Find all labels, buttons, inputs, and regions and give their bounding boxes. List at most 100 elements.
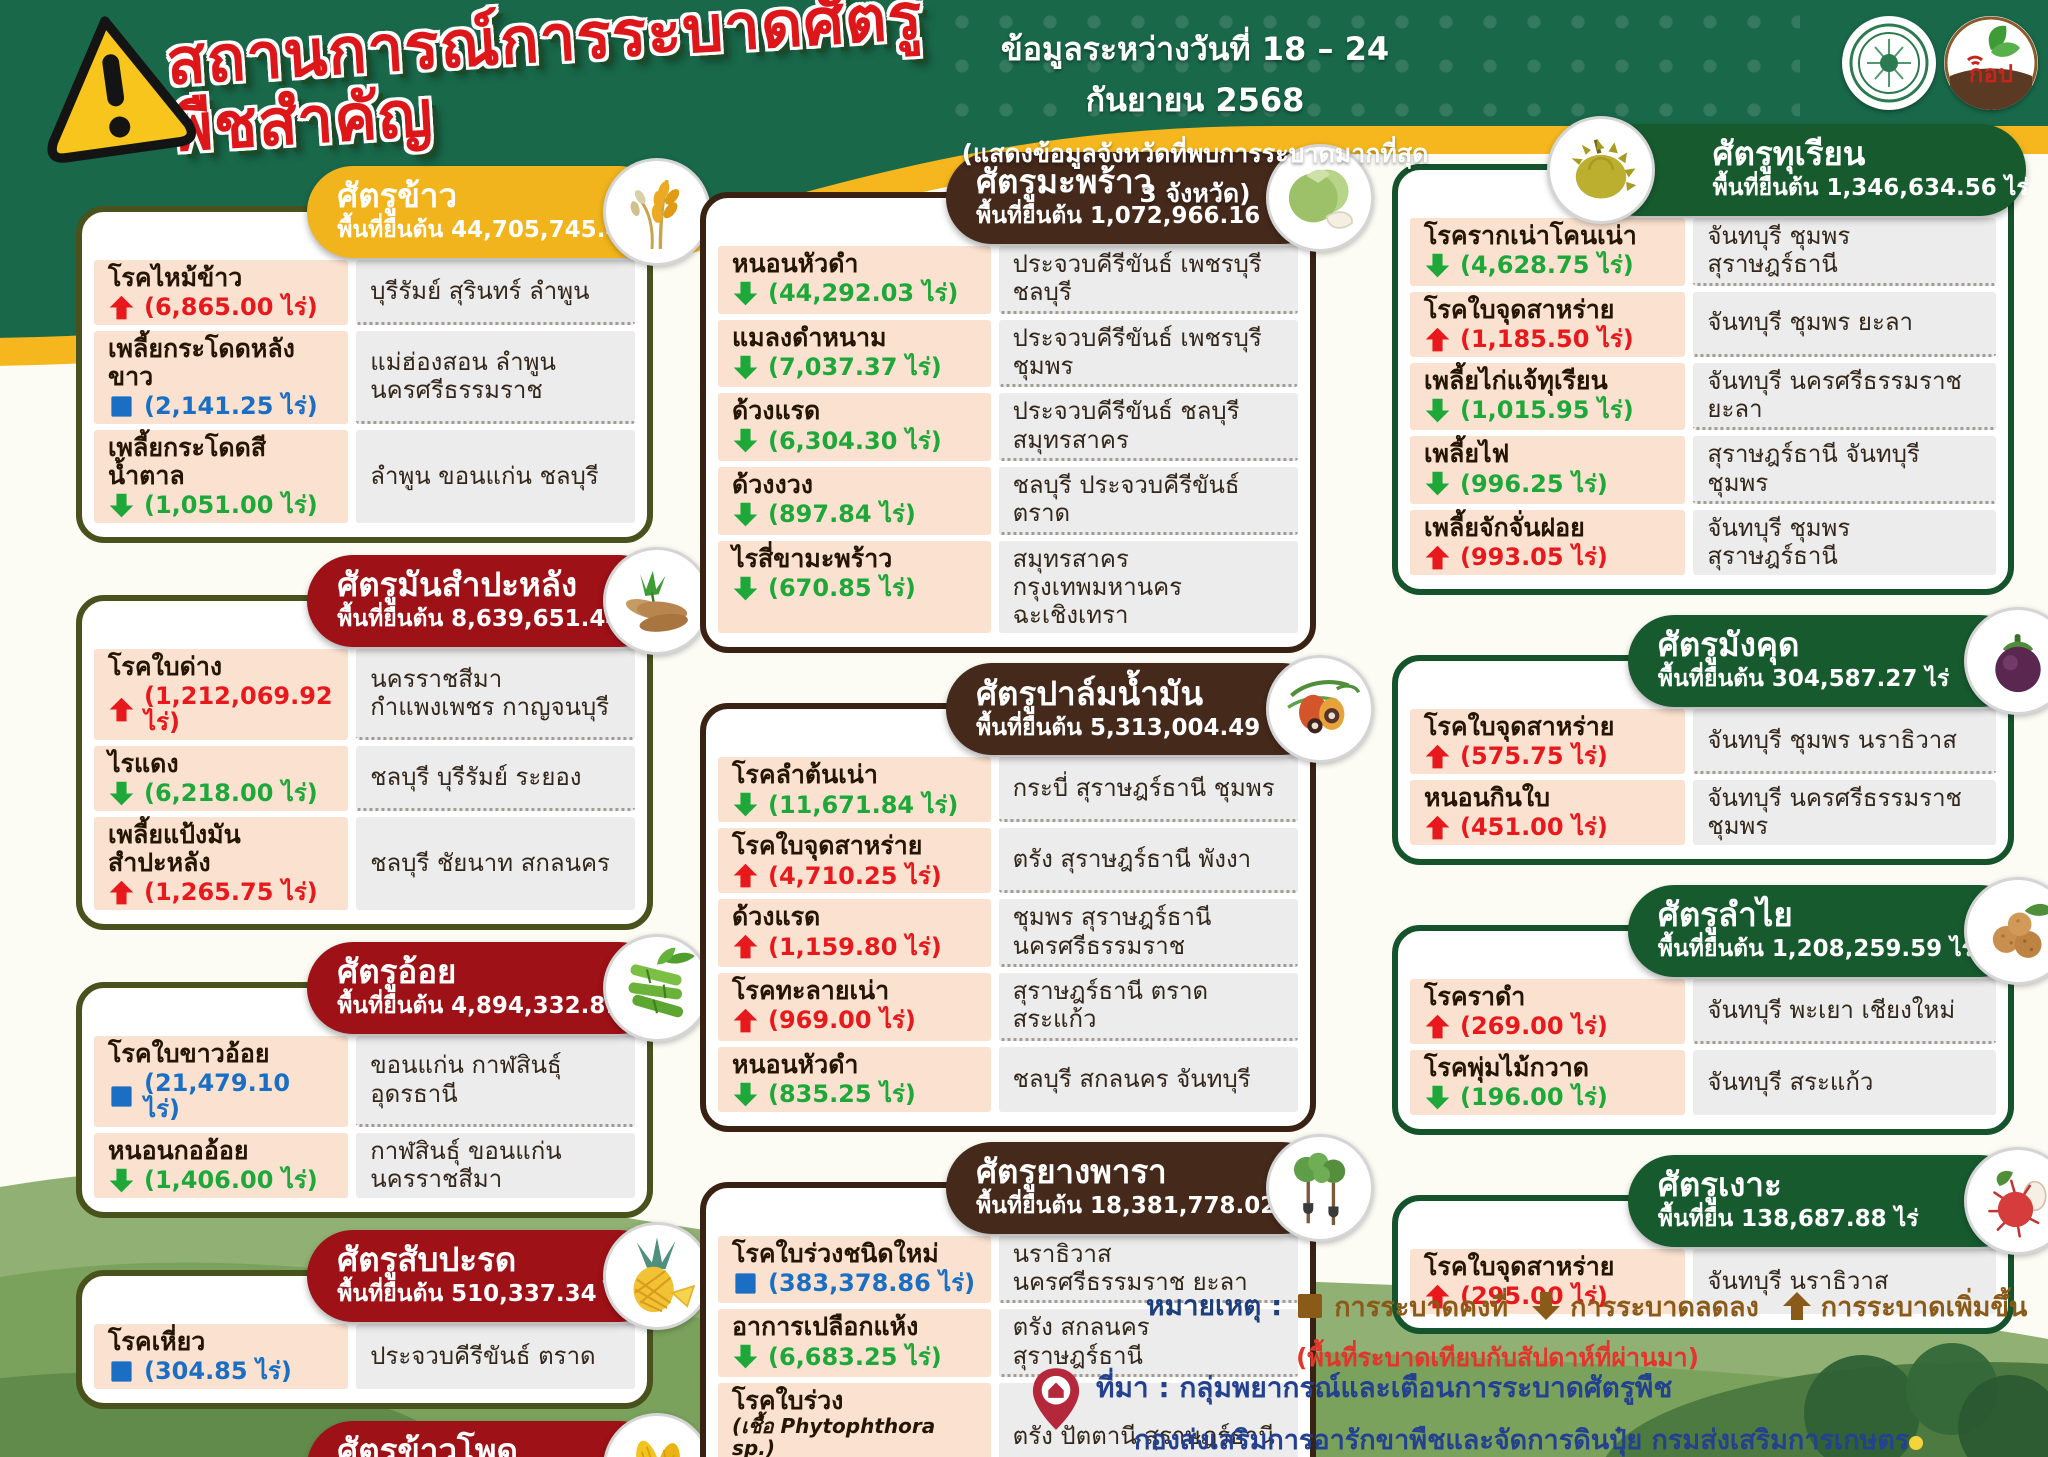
card-header-pill: ศัตรูเงาะ พื้นที่ยืน 138,687.88 ไร่	[1627, 1146, 2048, 1255]
legend: หมายเหตุ : การระบาดคงที่ การระบาดลดลง การร…	[1146, 1284, 2040, 1378]
pest-area-value: (304.85 ไร่)	[144, 1356, 292, 1385]
pest-name: เพลี้ยไก่แจ้ทุเรียน	[1424, 365, 1608, 395]
flat-square-icon	[108, 393, 135, 420]
pest-name: โรคพุ่มไม้กวาด	[1424, 1052, 1590, 1082]
left-column: ศัตรูข้าว พื้นที่ยืนต้น 44,705,745.43 ไร่…	[76, 158, 711, 1457]
legend-label: หมายเหตุ :	[1146, 1289, 1283, 1322]
down-arrow-icon	[732, 1081, 759, 1108]
pest-row: โรคเหี่ยว (304.85 ไร่) ประจวบคีรีขันธ์ ตรา…	[94, 1323, 635, 1389]
card-corn: ศัตรูข้าวโพดพื้นที่ยืนต้น 1,736,684.13 ไ…	[76, 1412, 711, 1457]
pest-amount: (11,671.84 ไร่)	[732, 791, 977, 818]
pest-name: โรคไหม้ข้าว	[108, 263, 243, 292]
province-list: สุราษฎร์ธานี ตราด สระแก้ว	[998, 973, 1298, 1041]
card-body: โรครากเน่าโคนเน่า (4,628.75 ไร่) จันทบุรี …	[1392, 164, 2014, 595]
pest-name: หนอนกออ้อย	[108, 1135, 249, 1165]
pest-name: โรคเหี่ยว	[108, 1326, 206, 1356]
province-list: ประจวบคีรีขันธ์ ชลบุรี สมุทรสาคร	[998, 393, 1298, 461]
sugarcane-icon	[603, 933, 711, 1042]
band-dot-pattern	[940, 0, 1800, 128]
pineapple-icon	[603, 1221, 711, 1330]
card-coconut: ศัตรูมะพร้าว พื้นที่ยืนต้น 1,072,966.16 ไ…	[700, 144, 1374, 654]
pest-amount: (295.00 ไร่)	[1424, 1283, 1671, 1310]
pest-name: โรคใบจุดสาหร่าย	[1424, 1251, 1615, 1281]
pest-subname: (เชื้อ Phytophthora sp.)	[732, 1413, 936, 1457]
pest-name-cell: เพลี้ยไก่แจ้ทุเรียน (1,015.95 ไร่)	[1410, 362, 1686, 431]
card-area-value: พื้นที่ยืนต้น 510,337.34 ไร่	[337, 1280, 629, 1307]
legend-note: (พื้นที่ระบาดเทียบกับสัปดาห์ที่ผ่านมา)	[1296, 1343, 1700, 1372]
pest-name: หนอนกินใบ	[1424, 782, 1550, 812]
pest-name-cell: โรคใบจุดสาหร่าย (4,710.25 ไร่)	[718, 828, 991, 894]
down-arrow-icon	[1424, 397, 1451, 424]
pest-amount: (1,212,069.92 ไร่)	[108, 683, 334, 736]
durian-icon	[1546, 116, 1655, 224]
pest-area-value: (1,015.95 ไร่)	[1460, 395, 1634, 424]
down-arrow-icon	[732, 575, 759, 602]
pest-amount: (4,710.25 ไร่)	[732, 862, 977, 889]
card-header-pill: ศัตรูข้าวโพดพื้นที่ยืนต้น 1,736,684.13 ไ…	[307, 1412, 711, 1457]
pest-name-cell: เพลี้ยกระโดดหลังขาว (2,141.25 ไร่)	[94, 331, 349, 424]
pest-amount: (1,406.00 ไร่)	[108, 1165, 334, 1194]
card-body: โรคใบด่าง (1,212,069.92 ไร่) นครราชสีมา กำ…	[76, 595, 653, 930]
pest-area-value: (7,037.37 ไร่)	[768, 352, 942, 381]
pest-name-cell: ไรแดง (6,218.00 ไร่)	[94, 745, 349, 811]
pest-name-cell: ด้วงแรด (6,304.30 ไร่)	[718, 393, 991, 461]
pest-area-value: (269.00 ไร่)	[1460, 1012, 1608, 1041]
pest-row: ด้วงแรด (1,159.80 ไร่) ชุมพร สุราษฎร์ธานี …	[718, 899, 1298, 968]
pest-name: โรคใบขาวอ้อย	[108, 1038, 270, 1068]
pest-amount: (835.25 ไร่)	[732, 1081, 977, 1108]
pest-amount: (269.00 ไร่)	[1424, 1013, 1671, 1040]
pest-amount: (6,865.00 ไร่)	[108, 294, 334, 321]
pest-amount: (196.00 ไร่)	[1424, 1084, 1671, 1111]
flat-square-icon	[108, 1358, 135, 1385]
card-title: ศัตรูยางพารา	[976, 1151, 1167, 1191]
pest-amount: (1,265.75 ไร่)	[108, 879, 334, 906]
pest-name: เพลี้ยไฟ	[1424, 439, 1510, 469]
legend-item: การระบาดลดลง	[1530, 1285, 1759, 1328]
pest-area-value: (670.85 ไร่)	[768, 573, 916, 602]
rice-icon	[603, 158, 711, 266]
pest-name-cell: โรคใบจุดสาหร่าย (1,185.50 ไร่)	[1410, 291, 1686, 357]
province-list: ชลบุรี ประจวบคีรีขันธ์ ตราด	[998, 466, 1298, 535]
pest-row: เพลี้ยไก่แจ้ทุเรียน (1,015.95 ไร่) จันทบุร…	[1410, 362, 1996, 431]
source-line-1: ที่มา : กลุ่มพยากรณ์และเตือนการระบาดศัตร…	[1096, 1371, 1673, 1404]
card-title: ศัตรูข้าวโพด	[337, 1430, 518, 1457]
location-pin-icon	[1032, 1368, 1080, 1430]
card-durian: ศัตรูทุเรียน พื้นที่ยืนต้น 1,346,634.56 ไ…	[1392, 116, 2029, 595]
pest-area-value: (1,265.75 ไร่)	[144, 878, 318, 907]
rambutan-icon	[1964, 1146, 2048, 1255]
card-header-pill: ศัตรูอ้อย พื้นที่ยืนต้น 4,894,332.81 ไร่	[307, 933, 711, 1042]
down-arrow-icon	[732, 1343, 759, 1370]
up-arrow-icon	[108, 879, 135, 906]
pest-area-value: (1,406.00 ไร่)	[144, 1165, 318, 1194]
legend-item-label: การระบาดคงที่	[1334, 1291, 1509, 1323]
pest-area-value: (6,683.25 ไร่)	[768, 1342, 942, 1371]
pest-row: ด้วงงวง (897.84 ไร่) ชลบุรี ประจวบคีรีขันธ…	[718, 466, 1298, 535]
pest-name-cell: โรคราดำ (269.00 ไร่)	[1410, 978, 1686, 1044]
card-header-pill: ศัตรูลำไย พื้นที่ยืนต้น 1,208,259.59 ไร่	[1627, 876, 2048, 985]
header-info: ข้อมูลระหว่างวันที่ 18 – 24 กันยายน 2568…	[955, 24, 1435, 214]
card-title: ศัตรูสับปะรด	[337, 1239, 517, 1279]
pest-name-cell: โรคใบร่วงชนิดใหม่ (383,378.86 ไร่)	[718, 1235, 991, 1304]
pest-name-cell: เพลี้ยไฟ (996.25 ไร่)	[1410, 436, 1686, 504]
pest-name: เพลี้ยจักจั่นฝอย	[1424, 512, 1585, 542]
pest-area-value: (1,212,069.92 ไร่)	[144, 682, 333, 737]
pest-name: เพลี้ยแป้งมันสำปะหลัง	[108, 819, 241, 877]
card-title: ศัตรูมังคุด	[1657, 625, 1800, 664]
up-arrow-icon	[732, 1007, 759, 1034]
pest-amount: (1,159.80 ไร่)	[732, 933, 977, 960]
up-arrow-icon	[1424, 326, 1451, 353]
pest-row: โรคใบจุดสาหร่าย (4,710.25 ไร่) ตรัง สุราษฎ…	[718, 828, 1298, 894]
pest-row: แมลงดำหนาม (7,037.37 ไร่) ประจวบคีรีขันธ์ …	[718, 319, 1298, 388]
pest-amount: (7,037.37 ไร่)	[732, 354, 977, 381]
pest-name: หนอนหัวดำ	[732, 249, 859, 278]
pest-area-value: (196.00 ไร่)	[1460, 1083, 1608, 1112]
pest-area-value: (6,865.00 ไร่)	[144, 293, 318, 322]
pest-name: แมลงดำหนาม	[732, 322, 887, 352]
pest-name: ด้วงแรด	[732, 396, 821, 426]
card-header-pill: ศัตรูปาล์มน้ำมัน พื้นที่ยืนต้น 5,313,004.…	[946, 655, 1374, 764]
pest-name: โรคใบด่าง	[108, 652, 223, 681]
pest-name-cell: เพลี้ยจักจั่นฝอย (993.05 ไร่)	[1410, 509, 1686, 575]
pest-name: โรครากเน่าโคนเน่า	[1424, 221, 1637, 250]
pest-name: อาการเปลือกแห้ง	[732, 1312, 919, 1342]
longan-icon	[1964, 876, 2048, 985]
